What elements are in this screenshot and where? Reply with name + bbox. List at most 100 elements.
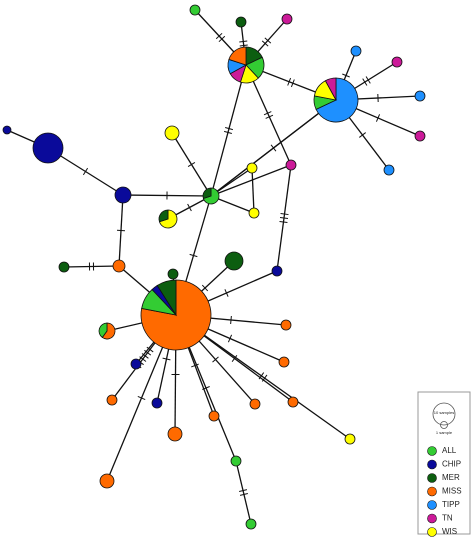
haplotype-node: [106, 394, 118, 406]
hash-mark: [239, 493, 248, 496]
haplotype-node: [350, 45, 362, 57]
hash-mark: [279, 216, 289, 220]
hash-mark: [187, 161, 196, 168]
haplotype-node: [235, 16, 247, 28]
legend-swatch: [427, 446, 437, 456]
haplotype-node: [2, 125, 12, 135]
edge: [63, 265, 120, 268]
haplotype-node: [114, 186, 132, 204]
scale-label: 10 samples: [434, 410, 454, 415]
pie-slice: [156, 279, 177, 317]
scale-label: 1 sample: [436, 430, 453, 435]
hash-mark: [223, 130, 232, 134]
hash-mark: [264, 37, 272, 44]
hash-mark: [137, 396, 146, 400]
legend-label: TIPP: [442, 500, 460, 509]
hash-mark: [287, 77, 292, 86]
pie-slice: [158, 209, 169, 223]
hash-mark: [218, 35, 226, 43]
legend-label: ALL: [442, 446, 457, 455]
legend-label: TN: [442, 514, 453, 523]
hash-mark: [146, 346, 154, 353]
haplotype-node: [130, 358, 142, 370]
haplotype-node: [151, 397, 163, 409]
hash-mark: [231, 354, 238, 363]
scale-circle-large: [432, 402, 456, 426]
hash-mark: [162, 357, 171, 361]
haplotype-node: [164, 125, 180, 141]
legend-swatch: [427, 459, 437, 470]
hash-mark: [212, 356, 219, 363]
hash-mark: [227, 334, 233, 343]
haplotype-node: [383, 164, 395, 176]
haplotype-node: [287, 396, 299, 408]
haplotype-node: [344, 433, 356, 445]
pie-slice: [228, 46, 247, 66]
nodes: [2, 4, 426, 530]
hash-mark: [375, 114, 381, 122]
pie-slice: [101, 322, 116, 340]
legend-swatch: [427, 500, 437, 510]
edge: [175, 314, 351, 440]
haplotype-node: [281, 13, 293, 25]
hash-mark: [239, 40, 248, 43]
haplotype-node: [414, 130, 426, 142]
hash-mark: [365, 76, 371, 84]
legend-swatch: [427, 527, 437, 537]
haplotype-node: [391, 56, 403, 68]
hash-mark: [265, 114, 274, 119]
pie-slice: [324, 77, 337, 101]
edge: [210, 64, 247, 197]
haplotype-node: [167, 426, 183, 442]
hash-mark: [224, 289, 229, 297]
edge: [210, 164, 292, 197]
haplotype-node: [58, 261, 70, 273]
haplotype-node: [414, 90, 426, 102]
hash-mark: [144, 349, 152, 356]
hash-mark: [215, 32, 223, 40]
hash-mark: [82, 167, 89, 176]
edge: [235, 460, 252, 525]
hash-mark: [359, 132, 366, 138]
legend-swatch: [427, 513, 437, 524]
legend: 10 samples 1 sample ALL CHIP MER MISS TIPP TN…: [417, 391, 471, 537]
haplotype-node: [278, 356, 290, 368]
haplotype-node: [285, 159, 297, 171]
hash-mark: [280, 213, 289, 216]
pie-slice: [98, 322, 108, 339]
hash-mark: [290, 79, 295, 88]
haplotype-node: [99, 473, 115, 489]
hash-mark: [362, 78, 368, 86]
hash-mark: [342, 73, 350, 78]
hash-mark: [141, 353, 149, 359]
legend-swatch: [427, 473, 437, 483]
hash-mark: [239, 44, 248, 47]
hash-mark: [187, 203, 192, 212]
haplotype-node: [32, 132, 64, 164]
haplotype-node: [230, 455, 242, 467]
haplotype-node: [280, 319, 292, 331]
haplotype-node: [246, 162, 258, 174]
edge: [210, 99, 337, 197]
haplotype-node: [245, 518, 257, 530]
hash-mark: [189, 253, 198, 258]
hash-mark: [261, 374, 268, 382]
legend-box: [417, 391, 471, 535]
haplotype-node: [167, 268, 179, 280]
haplotype-node: [224, 251, 244, 271]
edge: [251, 167, 255, 214]
hash-mark: [225, 127, 234, 131]
haplotype-node: [249, 398, 261, 410]
haplotype-node: [271, 265, 283, 277]
haplotype-node: [189, 4, 201, 16]
scale-circle-small: [440, 421, 448, 429]
hash-mark: [261, 40, 269, 47]
legend-label: WIS: [442, 527, 457, 536]
legend-swatch: [427, 486, 437, 497]
pie-slice: [315, 77, 359, 123]
haplotype-node: [208, 410, 220, 422]
haplotype-node: [112, 259, 126, 273]
legend-label: MISS: [442, 487, 462, 496]
hash-mark: [239, 489, 248, 492]
haplotype-node: [248, 207, 260, 219]
